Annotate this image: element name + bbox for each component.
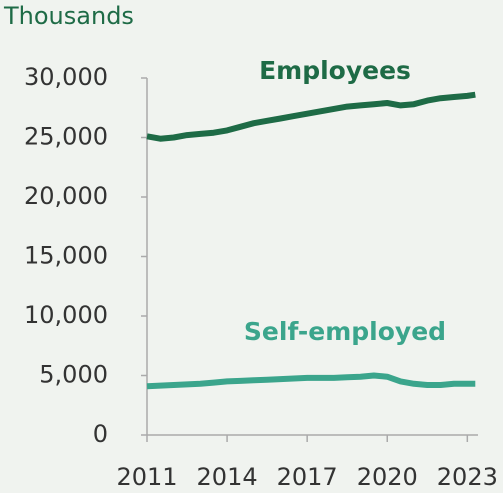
x-tick-label: 2020 bbox=[357, 463, 418, 491]
series-label: Employees bbox=[259, 56, 411, 85]
y-tick-label: 20,000 bbox=[24, 182, 108, 210]
y-tick-label: 25,000 bbox=[24, 123, 108, 151]
series-line bbox=[146, 91, 476, 142]
series-line bbox=[146, 372, 476, 390]
x-tick-label: 2023 bbox=[437, 463, 498, 491]
y-tick-label: 5,000 bbox=[39, 361, 108, 389]
y-tick-label: 0 bbox=[93, 420, 108, 448]
x-tick-label: 2011 bbox=[116, 463, 177, 491]
series-label: Self-employed bbox=[244, 317, 446, 346]
y-tick-label: 15,000 bbox=[24, 242, 108, 270]
y-tick-label: 30,000 bbox=[24, 63, 108, 91]
y-axis-label: Thousands bbox=[3, 2, 134, 30]
y-tick-label: 10,000 bbox=[24, 301, 108, 329]
x-tick-label: 2014 bbox=[197, 463, 258, 491]
x-tick-label: 2017 bbox=[277, 463, 338, 491]
